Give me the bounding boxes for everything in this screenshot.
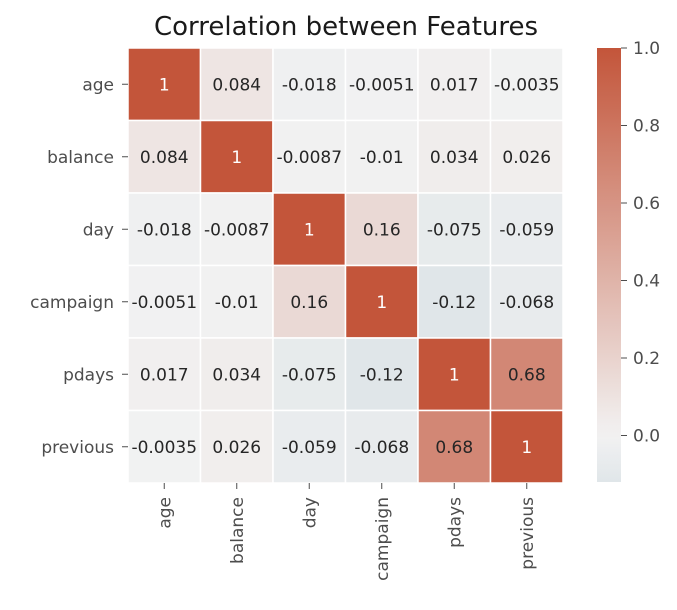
- heatmap-cell: [417, 337, 492, 412]
- cell-annotation: -0.075: [282, 365, 337, 385]
- row-tick-labels: age balance day campaign pdays previous: [30, 75, 128, 458]
- cell-annotation: 0.017: [140, 365, 189, 385]
- heatmap-cell: [489, 337, 564, 412]
- row-tick-label: day: [83, 220, 114, 240]
- heatmap-cell: [127, 47, 202, 122]
- cell-annotation: -0.059: [282, 438, 337, 458]
- heatmap-cell: [344, 192, 419, 267]
- cell-annotation: 0.16: [363, 220, 401, 240]
- column-tick-labels: age balance day campaign pdays previous: [155, 483, 538, 581]
- cell-annotation: 1: [449, 365, 460, 385]
- heatmap-cell: [199, 192, 274, 267]
- colorbar: 0.0 0.2 0.4 0.6 0.8 1.0: [597, 39, 660, 482]
- row-tick-label: previous: [41, 438, 114, 458]
- colorbar-tick-label: 1.0: [633, 39, 660, 59]
- colorbar-tick-label: 0.0: [633, 427, 660, 447]
- cell-annotation: 0.034: [212, 365, 261, 385]
- cell-annotation: 0.034: [430, 148, 479, 168]
- heatmap-cell: [127, 264, 202, 339]
- heatmap-cell: [489, 409, 564, 484]
- column-tick-label: pdays: [445, 497, 465, 548]
- row-tick-label: age: [82, 75, 114, 95]
- cell-annotation: 1: [304, 220, 315, 240]
- row-tick-label: campaign: [30, 293, 114, 313]
- column-tick-label: campaign: [373, 497, 393, 581]
- heatmap-cell: [272, 47, 347, 122]
- cell-annotation: 1: [231, 148, 242, 168]
- cell-annotation: 1: [521, 438, 532, 458]
- heatmap-cell: [489, 47, 564, 122]
- column-tick-label: balance: [228, 497, 248, 564]
- cell-annotation: -0.018: [282, 75, 337, 95]
- cell-annotation: 0.026: [212, 438, 261, 458]
- cell-annotation: -0.01: [360, 148, 404, 168]
- colorbar-gradient: [597, 48, 621, 482]
- heatmap-cell: [489, 264, 564, 339]
- cell-annotation: 0.084: [140, 148, 189, 168]
- heatmap-cell: [344, 264, 419, 339]
- cell-annotation: -0.0051: [349, 75, 415, 95]
- colorbar-tick-label: 0.8: [633, 117, 660, 137]
- heatmap-cell: [199, 119, 274, 194]
- cell-annotation: -0.0087: [204, 220, 270, 240]
- cell-annotation: 1: [159, 75, 170, 95]
- colorbar-tick-label: 0.4: [633, 272, 660, 292]
- cell-annotation: 0.026: [502, 148, 551, 168]
- heatmap-cell: [344, 119, 419, 194]
- cell-annotation: -0.12: [432, 293, 476, 313]
- heatmap-cell: [417, 264, 492, 339]
- row-tick-label: balance: [47, 148, 114, 168]
- cell-annotation: -0.059: [499, 220, 554, 240]
- cell-annotation: 1: [376, 293, 387, 313]
- chart-title: Correlation between Features: [154, 12, 538, 42]
- heatmap-cell: [489, 119, 564, 194]
- heatmap-cell: [127, 409, 202, 484]
- colorbar-tick-label: 0.2: [633, 349, 660, 369]
- cell-annotation: 0.017: [430, 75, 479, 95]
- heatmap-cell: [199, 264, 274, 339]
- heatmap-cell: [344, 337, 419, 412]
- heatmap-cell: [489, 192, 564, 267]
- heatmap-cell: [417, 192, 492, 267]
- cell-annotation: -0.0087: [276, 148, 342, 168]
- heatmap-cells: 1 0.084 -0.018 -0.0051 0.017 -0.0035 0.084 1 -0.…: [127, 47, 564, 484]
- cell-annotation: -0.068: [354, 438, 409, 458]
- cell-annotation: -0.0035: [131, 438, 197, 458]
- heatmap-cell: [199, 47, 274, 122]
- cell-annotation: -0.0051: [131, 293, 197, 313]
- cell-annotation: 0.68: [435, 438, 473, 458]
- cell-annotation: -0.01: [215, 293, 259, 313]
- colorbar-tick-label: 0.6: [633, 194, 660, 214]
- row-tick-label: pdays: [63, 365, 114, 385]
- column-tick-label: day: [300, 497, 320, 528]
- cell-annotation: -0.075: [427, 220, 482, 240]
- heatmap-cell: [272, 264, 347, 339]
- column-tick-label: age: [155, 497, 175, 529]
- cell-annotation: 0.16: [290, 293, 328, 313]
- cell-annotation: -0.018: [137, 220, 192, 240]
- cell-annotation: 0.68: [508, 365, 546, 385]
- cell-annotation: 0.084: [212, 75, 261, 95]
- column-tick-label: previous: [518, 497, 538, 570]
- cell-annotation: -0.068: [499, 293, 554, 313]
- cell-annotation: -0.12: [360, 365, 404, 385]
- cell-annotation: -0.0035: [494, 75, 560, 95]
- heatmap-cell: [272, 337, 347, 412]
